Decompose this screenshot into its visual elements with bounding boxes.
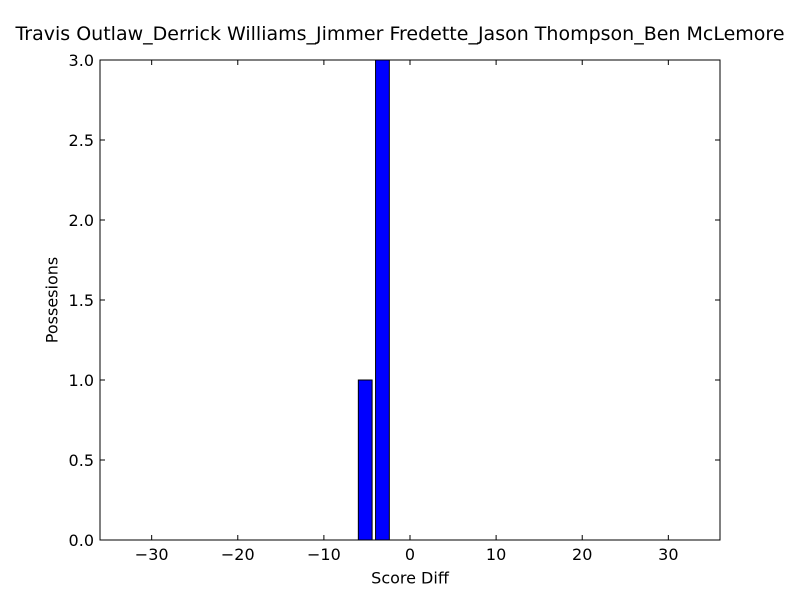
bar-15 <box>357 379 373 541</box>
x-tick-label: −10 <box>307 545 341 564</box>
y-tick-label: 1.5 <box>69 291 94 310</box>
x-tick-label: −20 <box>221 545 255 564</box>
y-tick-label: 2.0 <box>69 211 94 230</box>
y-tick-label: 2.5 <box>69 131 94 150</box>
x-tick-label: −30 <box>135 545 169 564</box>
x-tick-label: 20 <box>572 545 592 564</box>
x-tick-label: 10 <box>486 545 506 564</box>
x-axis-label: Score Diff <box>371 568 449 588</box>
plot-frame <box>99 59 721 541</box>
y-tick-label: 3.0 <box>69 51 94 70</box>
ticks-group: −30 −20 −10 0 10 20 30 0.0 0.5 1.0 1.5 2.0 2.5 3.0 <box>69 51 720 564</box>
x-tick-label: 0 <box>405 545 415 564</box>
chart-title: Travis Outlaw_Derrick Williams_Jimmer Fr… <box>15 23 785 45</box>
y-tick-label: 1.0 <box>69 371 94 390</box>
y-tick-label: 0.0 <box>69 531 94 550</box>
y-axis-label: Possesions <box>42 256 62 344</box>
x-tick-label: 30 <box>658 545 678 564</box>
bar-16 <box>375 59 390 541</box>
y-tick-label: 0.5 <box>69 451 94 470</box>
bars-group <box>99 59 718 541</box>
